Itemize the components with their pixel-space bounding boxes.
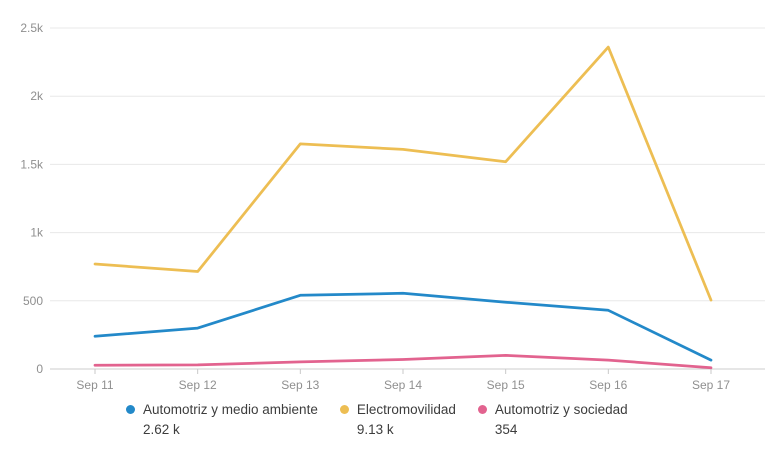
legend-color-dot xyxy=(477,404,487,414)
x-tick-label: Sep 11 xyxy=(76,378,113,392)
y-tick-label: 1k xyxy=(30,226,44,240)
legend-item-electromovilidad[interactable]: Electromovilidad 9.13 k xyxy=(339,400,456,439)
series-line-automotriz-y-medio-ambiente xyxy=(93,291,713,362)
y-tick-label: 2.5k xyxy=(20,21,44,35)
legend-series-total: 9.13 k xyxy=(356,421,394,437)
legend-item-automotriz-y-medio-ambiente[interactable]: Automotriz y medio ambiente 2.62 k xyxy=(126,400,318,439)
legend-series-name: Electromovilidad xyxy=(356,402,456,417)
y-tick-label: 1.5k xyxy=(20,157,44,171)
legend-color-dot xyxy=(126,404,135,414)
legend-series-name: Automotriz y sociedad xyxy=(494,402,628,417)
series-line-automotriz-y-sociedad xyxy=(93,354,713,370)
gridlines xyxy=(50,27,765,370)
x-tick-label: Sep 14 xyxy=(384,378,422,392)
legend-series-total: 2.62 k xyxy=(143,421,180,437)
legend-color-dot xyxy=(339,404,349,414)
chart-legend: Automotriz y medio ambiente 2.62 k Electro… xyxy=(126,400,628,439)
series-lines xyxy=(93,45,713,370)
x-tick-label: Sep 16 xyxy=(589,378,627,392)
legend-series-name: Automotriz y medio ambiente xyxy=(143,402,318,417)
y-axis-labels: 0 500 1k 1.5k 2k 2.5k xyxy=(20,21,44,376)
x-tick-label: Sep 13 xyxy=(281,378,319,392)
x-tick-label: Sep 17 xyxy=(692,378,730,392)
y-tick-label: 500 xyxy=(23,294,43,308)
x-tick-label: Sep 12 xyxy=(179,378,217,392)
y-tick-label: 0 xyxy=(36,362,43,376)
x-tick-label: Sep 15 xyxy=(487,378,525,392)
legend-series-total: 354 xyxy=(494,421,518,437)
x-axis: Sep 11 Sep 12 Sep 13 Sep 14 Sep 15 Sep 16 Sep … xyxy=(76,369,730,392)
series-line-electromovilidad xyxy=(93,45,713,302)
y-tick-label: 2k xyxy=(30,89,44,103)
legend-item-automotriz-y-sociedad[interactable]: Automotriz y sociedad 354 xyxy=(477,400,628,439)
